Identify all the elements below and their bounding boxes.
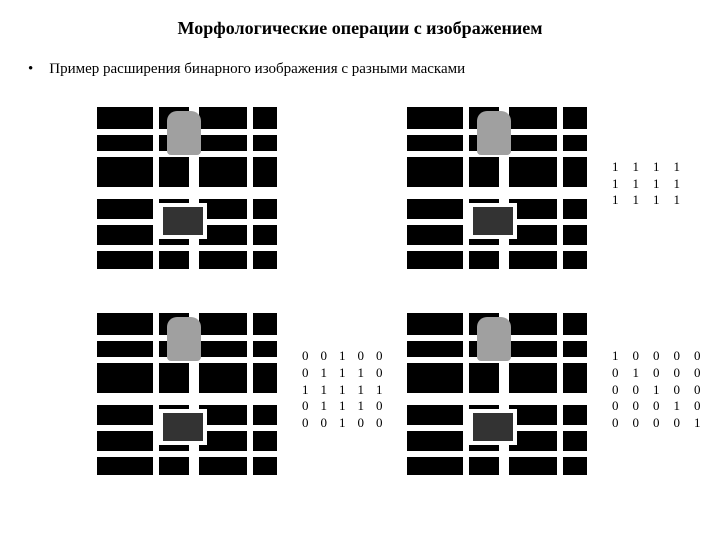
matrix-bottom-left: 0010001110111110111000100 <box>302 349 383 432</box>
matrix-value: 1 <box>633 193 640 208</box>
matrix-value: 1 <box>302 383 309 398</box>
binary-image <box>97 99 277 269</box>
matrix-top-left-empty <box>282 94 402 274</box>
matrix-value: 1 <box>612 193 619 208</box>
matrix-value: 0 <box>633 349 640 364</box>
matrix-value: 0 <box>376 399 383 414</box>
matrix-bottom-left-holder: 0010001110111110111000100 <box>282 300 402 480</box>
matrix-value: 1 <box>339 349 346 364</box>
matrix-value: 1 <box>653 383 660 398</box>
matrix-value: 0 <box>302 366 309 381</box>
matrix-top-right: 111111111111 <box>612 160 680 209</box>
matrix-value: 0 <box>653 399 660 414</box>
matrix-bottom-right: 1000001000001000001000001 <box>612 349 701 432</box>
matrix-value: 1 <box>653 193 660 208</box>
matrix-value: 1 <box>612 177 619 192</box>
image-top-left <box>92 94 282 274</box>
matrix-value: 0 <box>633 399 640 414</box>
matrix-value: 1 <box>339 399 346 414</box>
page-title: Морфологические операции с изображением <box>26 18 694 39</box>
matrix-value: 1 <box>633 366 640 381</box>
matrix-value: 0 <box>321 416 328 431</box>
image-bottom-right <box>402 300 592 480</box>
matrix-value: 0 <box>376 349 383 364</box>
image-top-right <box>402 94 592 274</box>
matrix-value: 0 <box>358 416 365 431</box>
bullet-marker: • <box>28 61 33 78</box>
matrix-value: 0 <box>612 416 619 431</box>
matrix-value: 0 <box>694 366 701 381</box>
matrix-value: 1 <box>339 383 346 398</box>
matrix-value: 1 <box>339 416 346 431</box>
matrix-value: 0 <box>302 416 309 431</box>
matrix-value: 1 <box>674 193 681 208</box>
bullet-line: • Пример расширения бинарного изображени… <box>26 61 694 78</box>
matrix-value: 1 <box>653 160 660 175</box>
matrix-value: 0 <box>612 399 619 414</box>
matrix-value: 0 <box>653 416 660 431</box>
matrix-value: 1 <box>358 383 365 398</box>
matrix-value: 1 <box>694 416 701 431</box>
matrix-value: 1 <box>321 383 328 398</box>
matrix-value: 1 <box>339 366 346 381</box>
matrix-value: 1 <box>653 177 660 192</box>
matrix-value: 0 <box>653 349 660 364</box>
matrix-value: 1 <box>358 366 365 381</box>
matrix-value: 0 <box>674 416 681 431</box>
matrix-value: 0 <box>612 366 619 381</box>
matrix-value: 1 <box>612 349 619 364</box>
matrix-value: 0 <box>358 349 365 364</box>
matrix-value: 1 <box>674 160 681 175</box>
matrix-value: 1 <box>612 160 619 175</box>
matrix-value: 0 <box>653 366 660 381</box>
matrix-value: 0 <box>633 416 640 431</box>
matrix-value: 1 <box>674 177 681 192</box>
matrix-value: 1 <box>633 160 640 175</box>
matrix-top-right-holder: 111111111111 <box>592 94 712 274</box>
matrix-value: 1 <box>674 399 681 414</box>
matrix-value: 0 <box>302 399 309 414</box>
matrix-value: 1 <box>321 399 328 414</box>
matrix-value: 0 <box>694 383 701 398</box>
matrix-value: 0 <box>694 349 701 364</box>
binary-image <box>407 305 587 475</box>
matrix-value: 1 <box>358 399 365 414</box>
content-grid: 111111111111 0010001110111110111000100 1… <box>26 94 694 480</box>
matrix-value: 0 <box>633 383 640 398</box>
matrix-bottom-right-holder: 1000001000001000001000001 <box>592 300 712 480</box>
matrix-value: 0 <box>674 349 681 364</box>
matrix-value: 0 <box>302 349 309 364</box>
bullet-text: Пример расширения бинарного изображения … <box>49 61 465 78</box>
matrix-value: 0 <box>321 349 328 364</box>
matrix-value: 0 <box>376 416 383 431</box>
matrix-value: 1 <box>633 177 640 192</box>
image-bottom-left <box>92 300 282 480</box>
matrix-value: 0 <box>674 366 681 381</box>
matrix-value: 0 <box>376 366 383 381</box>
matrix-value: 0 <box>612 383 619 398</box>
matrix-value: 0 <box>694 399 701 414</box>
matrix-value: 1 <box>376 383 383 398</box>
matrix-value: 1 <box>321 366 328 381</box>
binary-image <box>407 99 587 269</box>
binary-image <box>97 305 277 475</box>
matrix-value: 0 <box>674 383 681 398</box>
